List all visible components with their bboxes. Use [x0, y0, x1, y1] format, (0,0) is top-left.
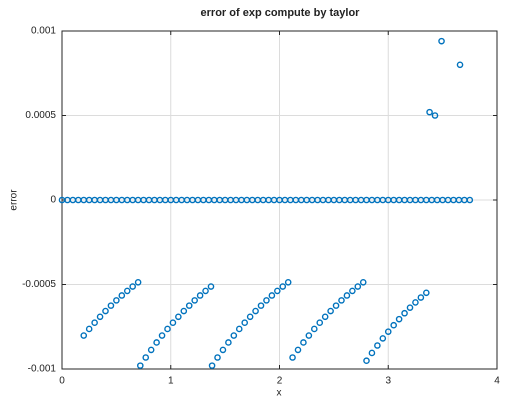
point	[241, 319, 248, 326]
point	[379, 335, 387, 342]
point	[343, 292, 351, 299]
point	[164, 325, 171, 333]
point	[279, 283, 287, 290]
point	[332, 302, 340, 309]
point	[142, 354, 150, 361]
point	[107, 302, 115, 309]
point	[196, 292, 204, 299]
point	[305, 332, 313, 339]
point	[113, 297, 120, 304]
point	[284, 279, 292, 286]
point	[191, 297, 198, 304]
point	[354, 283, 362, 290]
point	[208, 362, 216, 369]
point	[129, 283, 136, 290]
y-tick-label: 0.001	[31, 26, 56, 37]
point	[268, 292, 276, 299]
point	[123, 287, 131, 295]
point	[349, 287, 356, 295]
point	[225, 339, 232, 346]
y-tick-label: 0.0005	[25, 110, 56, 121]
point	[246, 313, 254, 321]
point	[395, 315, 403, 323]
x-axis-label: x	[277, 388, 282, 399]
point	[390, 321, 397, 329]
point	[252, 307, 259, 315]
point	[91, 319, 98, 326]
point	[321, 313, 329, 321]
plot-frame	[61, 30, 498, 370]
point	[230, 332, 238, 339]
point	[274, 287, 281, 295]
point	[289, 354, 296, 361]
point	[85, 325, 93, 333]
point	[202, 287, 209, 295]
point	[456, 61, 464, 69]
point	[263, 297, 270, 304]
x-tick-label: 1	[168, 376, 174, 387]
point	[118, 292, 126, 299]
y-tick-label: -0.001	[28, 364, 57, 375]
x-tick-label: 2	[277, 376, 283, 387]
point	[96, 313, 104, 321]
point	[257, 302, 265, 309]
point	[169, 319, 177, 326]
y-tick-label: -0.0005	[22, 279, 56, 290]
point	[310, 325, 318, 333]
point	[207, 283, 215, 290]
x-tick-label: 3	[385, 376, 391, 387]
point	[438, 37, 445, 45]
point	[338, 297, 345, 304]
point	[327, 307, 334, 315]
point	[185, 302, 193, 309]
point	[426, 108, 433, 116]
point	[412, 299, 419, 306]
point	[368, 349, 376, 357]
point	[235, 325, 243, 333]
point	[417, 294, 425, 301]
x-tick-label: 0	[59, 376, 65, 387]
point	[214, 354, 221, 361]
point	[147, 346, 155, 354]
point	[102, 307, 109, 315]
point	[134, 279, 142, 286]
point	[219, 346, 227, 354]
x-tick-label: 4	[494, 376, 500, 387]
point	[300, 339, 307, 346]
point	[431, 112, 439, 119]
point	[359, 279, 367, 286]
point	[153, 339, 160, 346]
point	[363, 357, 370, 365]
point	[158, 332, 166, 339]
point	[401, 309, 408, 317]
point	[136, 362, 144, 369]
point	[406, 304, 414, 311]
point	[384, 328, 392, 335]
point	[316, 319, 324, 326]
point	[374, 342, 381, 349]
point	[80, 332, 88, 339]
chart-title: error of exp compute by taylor	[201, 7, 361, 19]
y-tick-label: 0	[50, 195, 56, 206]
point	[294, 346, 302, 354]
point	[180, 307, 188, 315]
y-axis-label: error	[9, 189, 20, 211]
point	[423, 289, 430, 297]
point	[175, 313, 182, 321]
point	[466, 196, 474, 204]
